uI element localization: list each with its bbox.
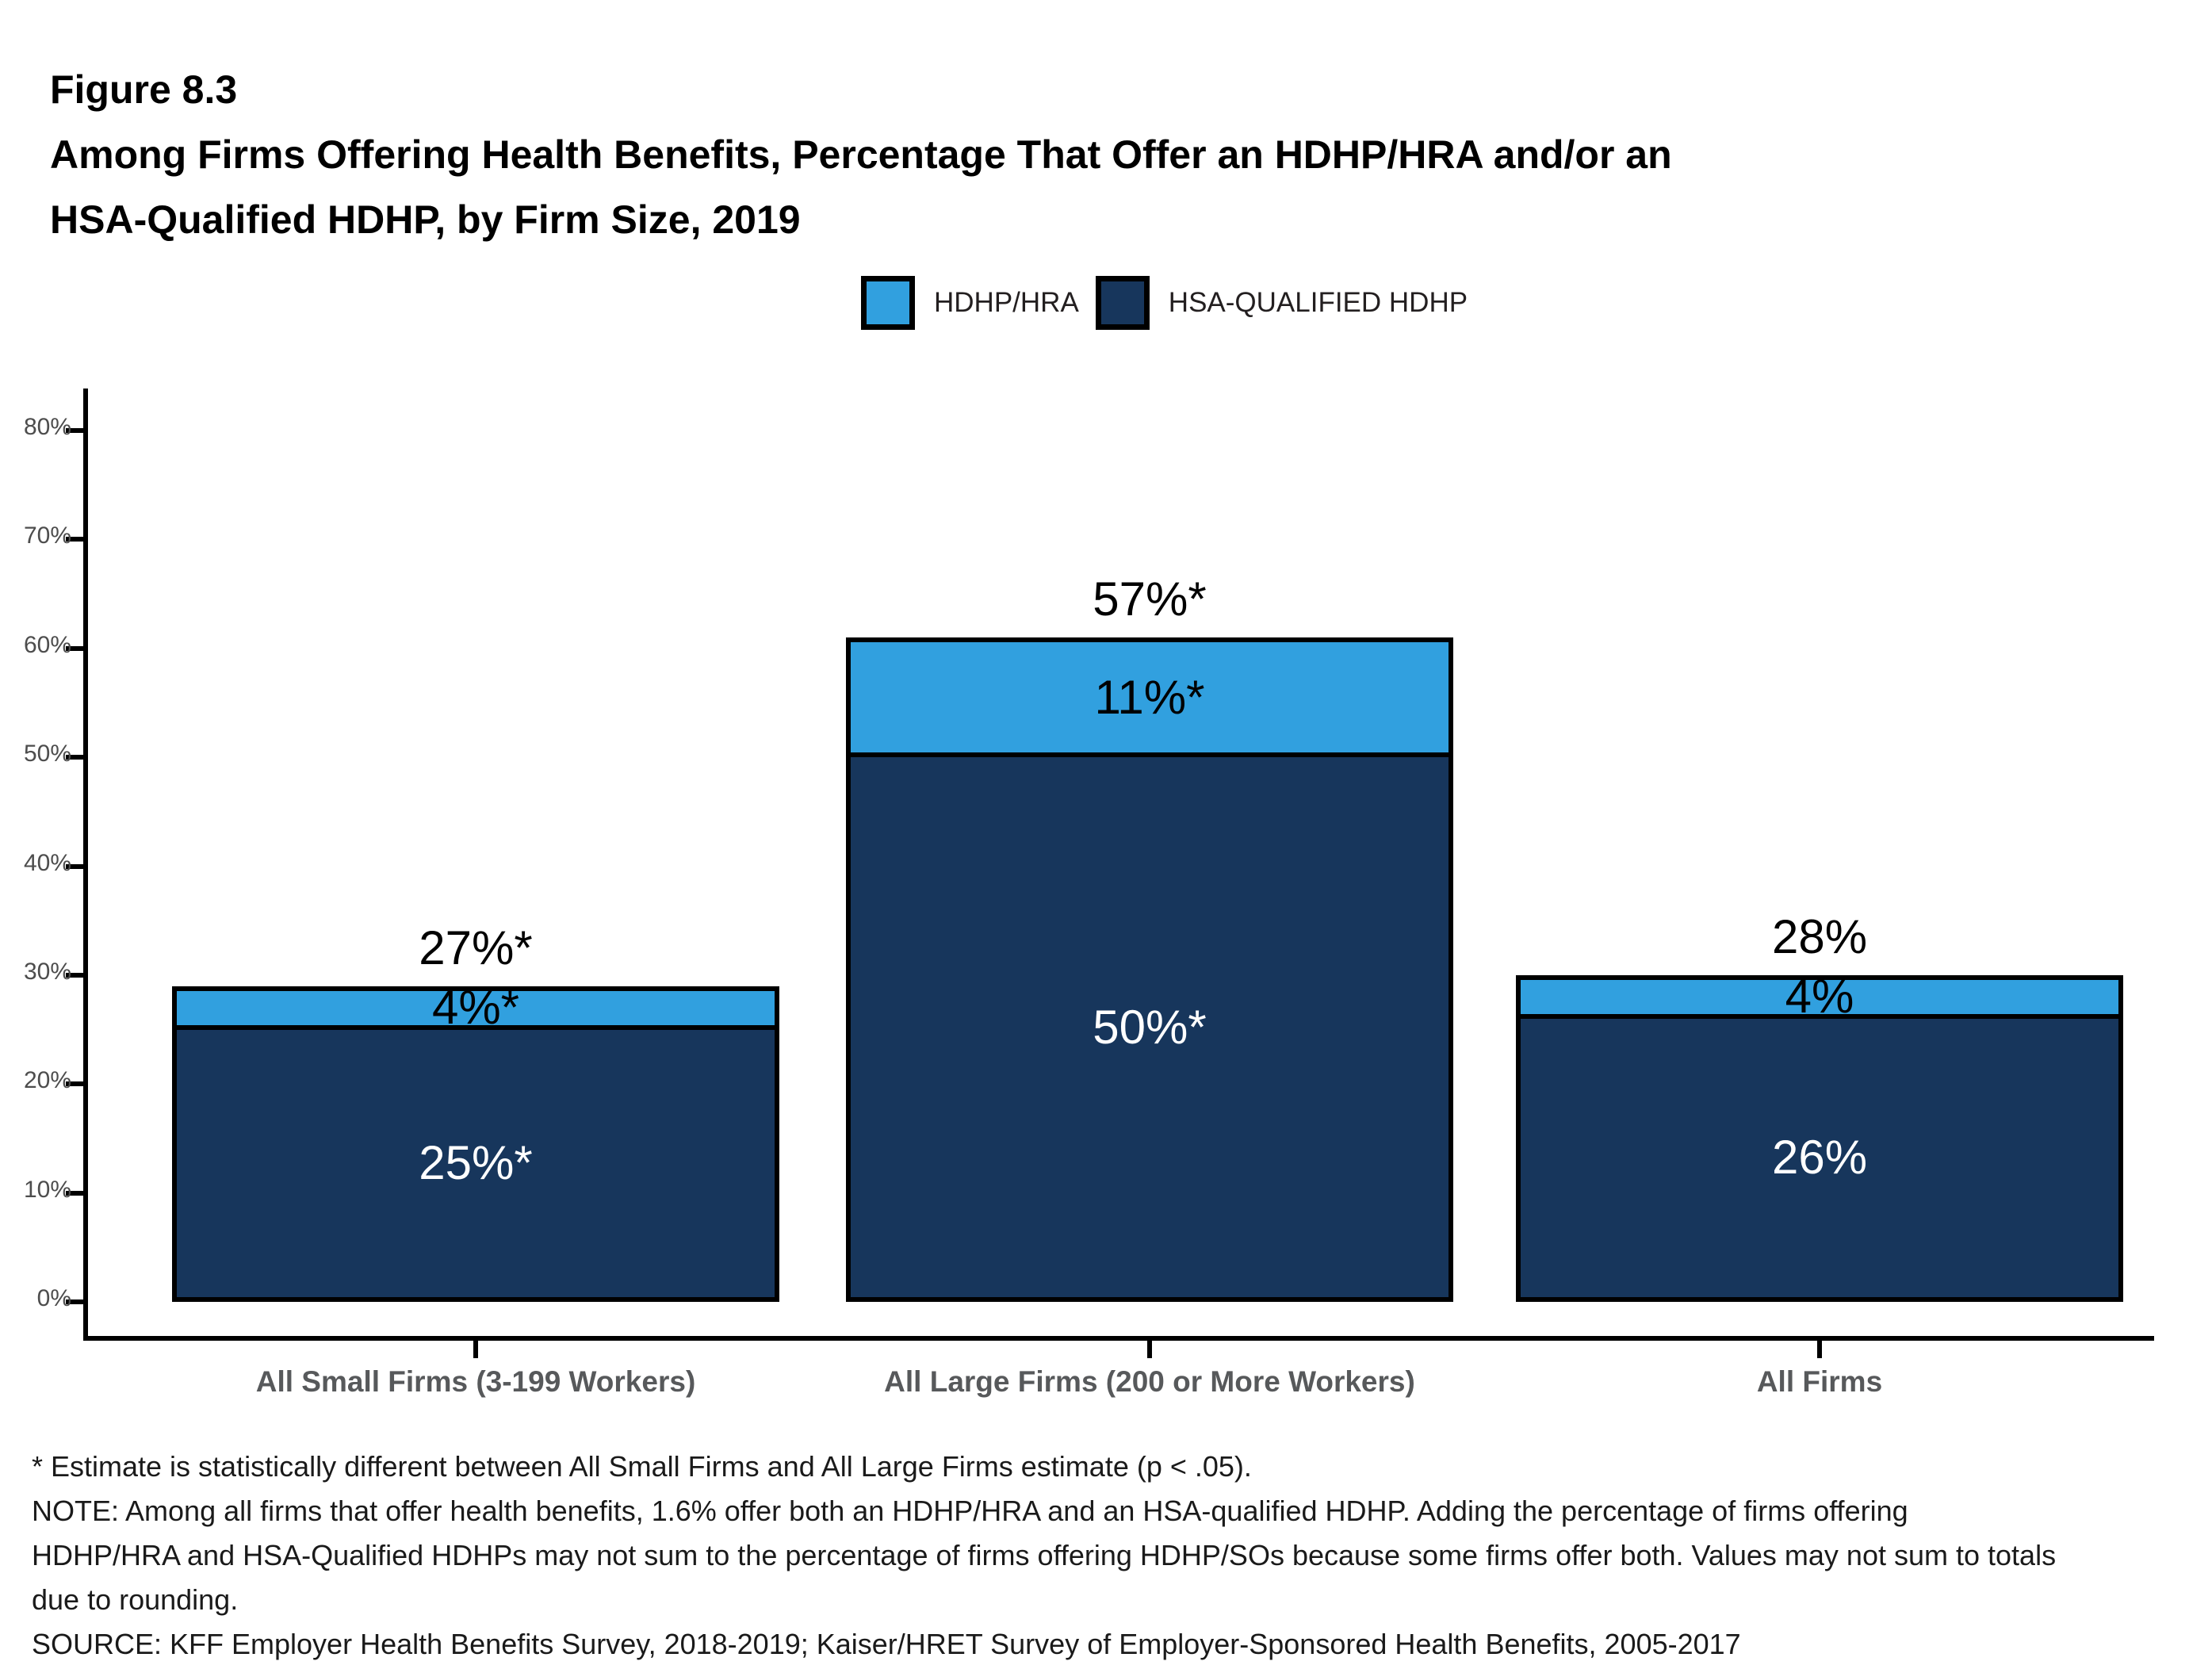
segment-label-hdhp-hra: 11%* xyxy=(1094,670,1205,724)
figure-number: Figure 8.3 xyxy=(50,67,238,112)
y-axis-tick-label: 0% xyxy=(36,1285,71,1311)
footnote-note-line-2: HDHP/HRA and HSA-Qualified HDHPs may not… xyxy=(32,1539,2057,1571)
bar-segment-hsa-qualified-hdhp: 26% xyxy=(1516,1018,2123,1302)
x-axis xyxy=(83,1336,2154,1341)
bar-total-label: 27%* xyxy=(419,921,533,974)
segment-label-hdhp-hra: 4%* xyxy=(431,981,520,1035)
bar-segment-hsa-qualified-hdhp: 25%* xyxy=(172,1029,779,1302)
legend-swatch-hdhp-hra xyxy=(861,276,915,330)
legend-swatch-hsa-qualified-hdhp xyxy=(1095,276,1150,330)
bar-segment-hdhp-hra: 4% xyxy=(1516,970,2123,1024)
segment-label-hsa-qualified-hdhp: 50%* xyxy=(1093,1000,1207,1054)
y-axis-tick-label: 50% xyxy=(23,741,71,767)
x-axis-tick xyxy=(473,1341,478,1358)
category-label: All Large Firms (200 or More Workers) xyxy=(884,1365,1415,1398)
legend-label-hdhp-hra: HDHP/HRA xyxy=(934,287,1079,318)
y-axis-tick xyxy=(66,755,83,760)
segment-label-hsa-qualified-hdhp: 25%* xyxy=(419,1136,533,1190)
footnote-source: SOURCE: KFF Employer Health Benefits Sur… xyxy=(32,1628,1741,1660)
y-axis-tick xyxy=(66,537,83,542)
y-axis-tick xyxy=(66,1190,83,1196)
y-axis xyxy=(83,388,88,1341)
bar-group-0: 4%* 25%* xyxy=(172,981,779,1302)
bar-total-label: 57%* xyxy=(1093,572,1207,626)
bar-total-label: 28% xyxy=(1771,909,1868,963)
chart-legend: HDHP/HRA HSA-QUALIFIED HDHP xyxy=(861,276,1484,330)
y-axis-tick-label: 30% xyxy=(23,958,71,985)
footnote-significance: * Estimate is statistically different be… xyxy=(32,1450,1252,1483)
segment-label-hdhp-hra: 4% xyxy=(1785,970,1854,1024)
chart-title-line-2: HSA-Qualified HDHP, by Firm Size, 2019 xyxy=(50,197,801,242)
y-axis-tick xyxy=(66,1299,83,1304)
chart-title-line-1: Among Firms Offering Health Benefits, Pe… xyxy=(50,132,1672,177)
y-axis-tick xyxy=(66,863,83,869)
y-axis-tick-label: 20% xyxy=(23,1067,71,1094)
bar-segment-hdhp-hra: 4%* xyxy=(172,981,779,1035)
y-axis-tick xyxy=(66,972,83,978)
title-block: Figure 8.3 Among Firms Offering Health B… xyxy=(50,57,1953,252)
footnotes: * Estimate is statistically different be… xyxy=(32,1445,2188,1665)
y-axis-tick-label: 60% xyxy=(23,631,71,658)
y-axis-tick xyxy=(66,645,83,651)
y-axis-tick-label: 10% xyxy=(23,1176,71,1203)
category-label: All Firms xyxy=(1756,1365,1883,1398)
y-axis-tick xyxy=(66,1081,83,1087)
y-axis-tick-label: 70% xyxy=(23,522,71,549)
y-axis-tick xyxy=(66,428,83,433)
category-label: All Small Firms (3-199 Workers) xyxy=(255,1365,696,1398)
x-axis-tick xyxy=(1817,1341,1822,1358)
bar-group-2: 4% 26% xyxy=(1516,970,2123,1302)
legend-label-hsa-qualified-hdhp: HSA-QUALIFIED HDHP xyxy=(1168,287,1468,318)
footnote-note-line-1: NOTE: Among all firms that offer health … xyxy=(32,1495,1908,1527)
bar-group-1: 11%* 50%* xyxy=(846,637,1453,1302)
x-axis-tick xyxy=(1147,1341,1152,1358)
segment-label-hsa-qualified-hdhp: 26% xyxy=(1771,1131,1868,1185)
bar-segment-hdhp-hra: 11%* xyxy=(846,637,1453,758)
y-axis-tick-label: 40% xyxy=(23,849,71,876)
y-axis-tick-label: 80% xyxy=(23,414,71,440)
footnote-note-line-3: due to rounding. xyxy=(32,1583,239,1616)
bar-segment-hsa-qualified-hdhp: 50%* xyxy=(846,757,1453,1302)
